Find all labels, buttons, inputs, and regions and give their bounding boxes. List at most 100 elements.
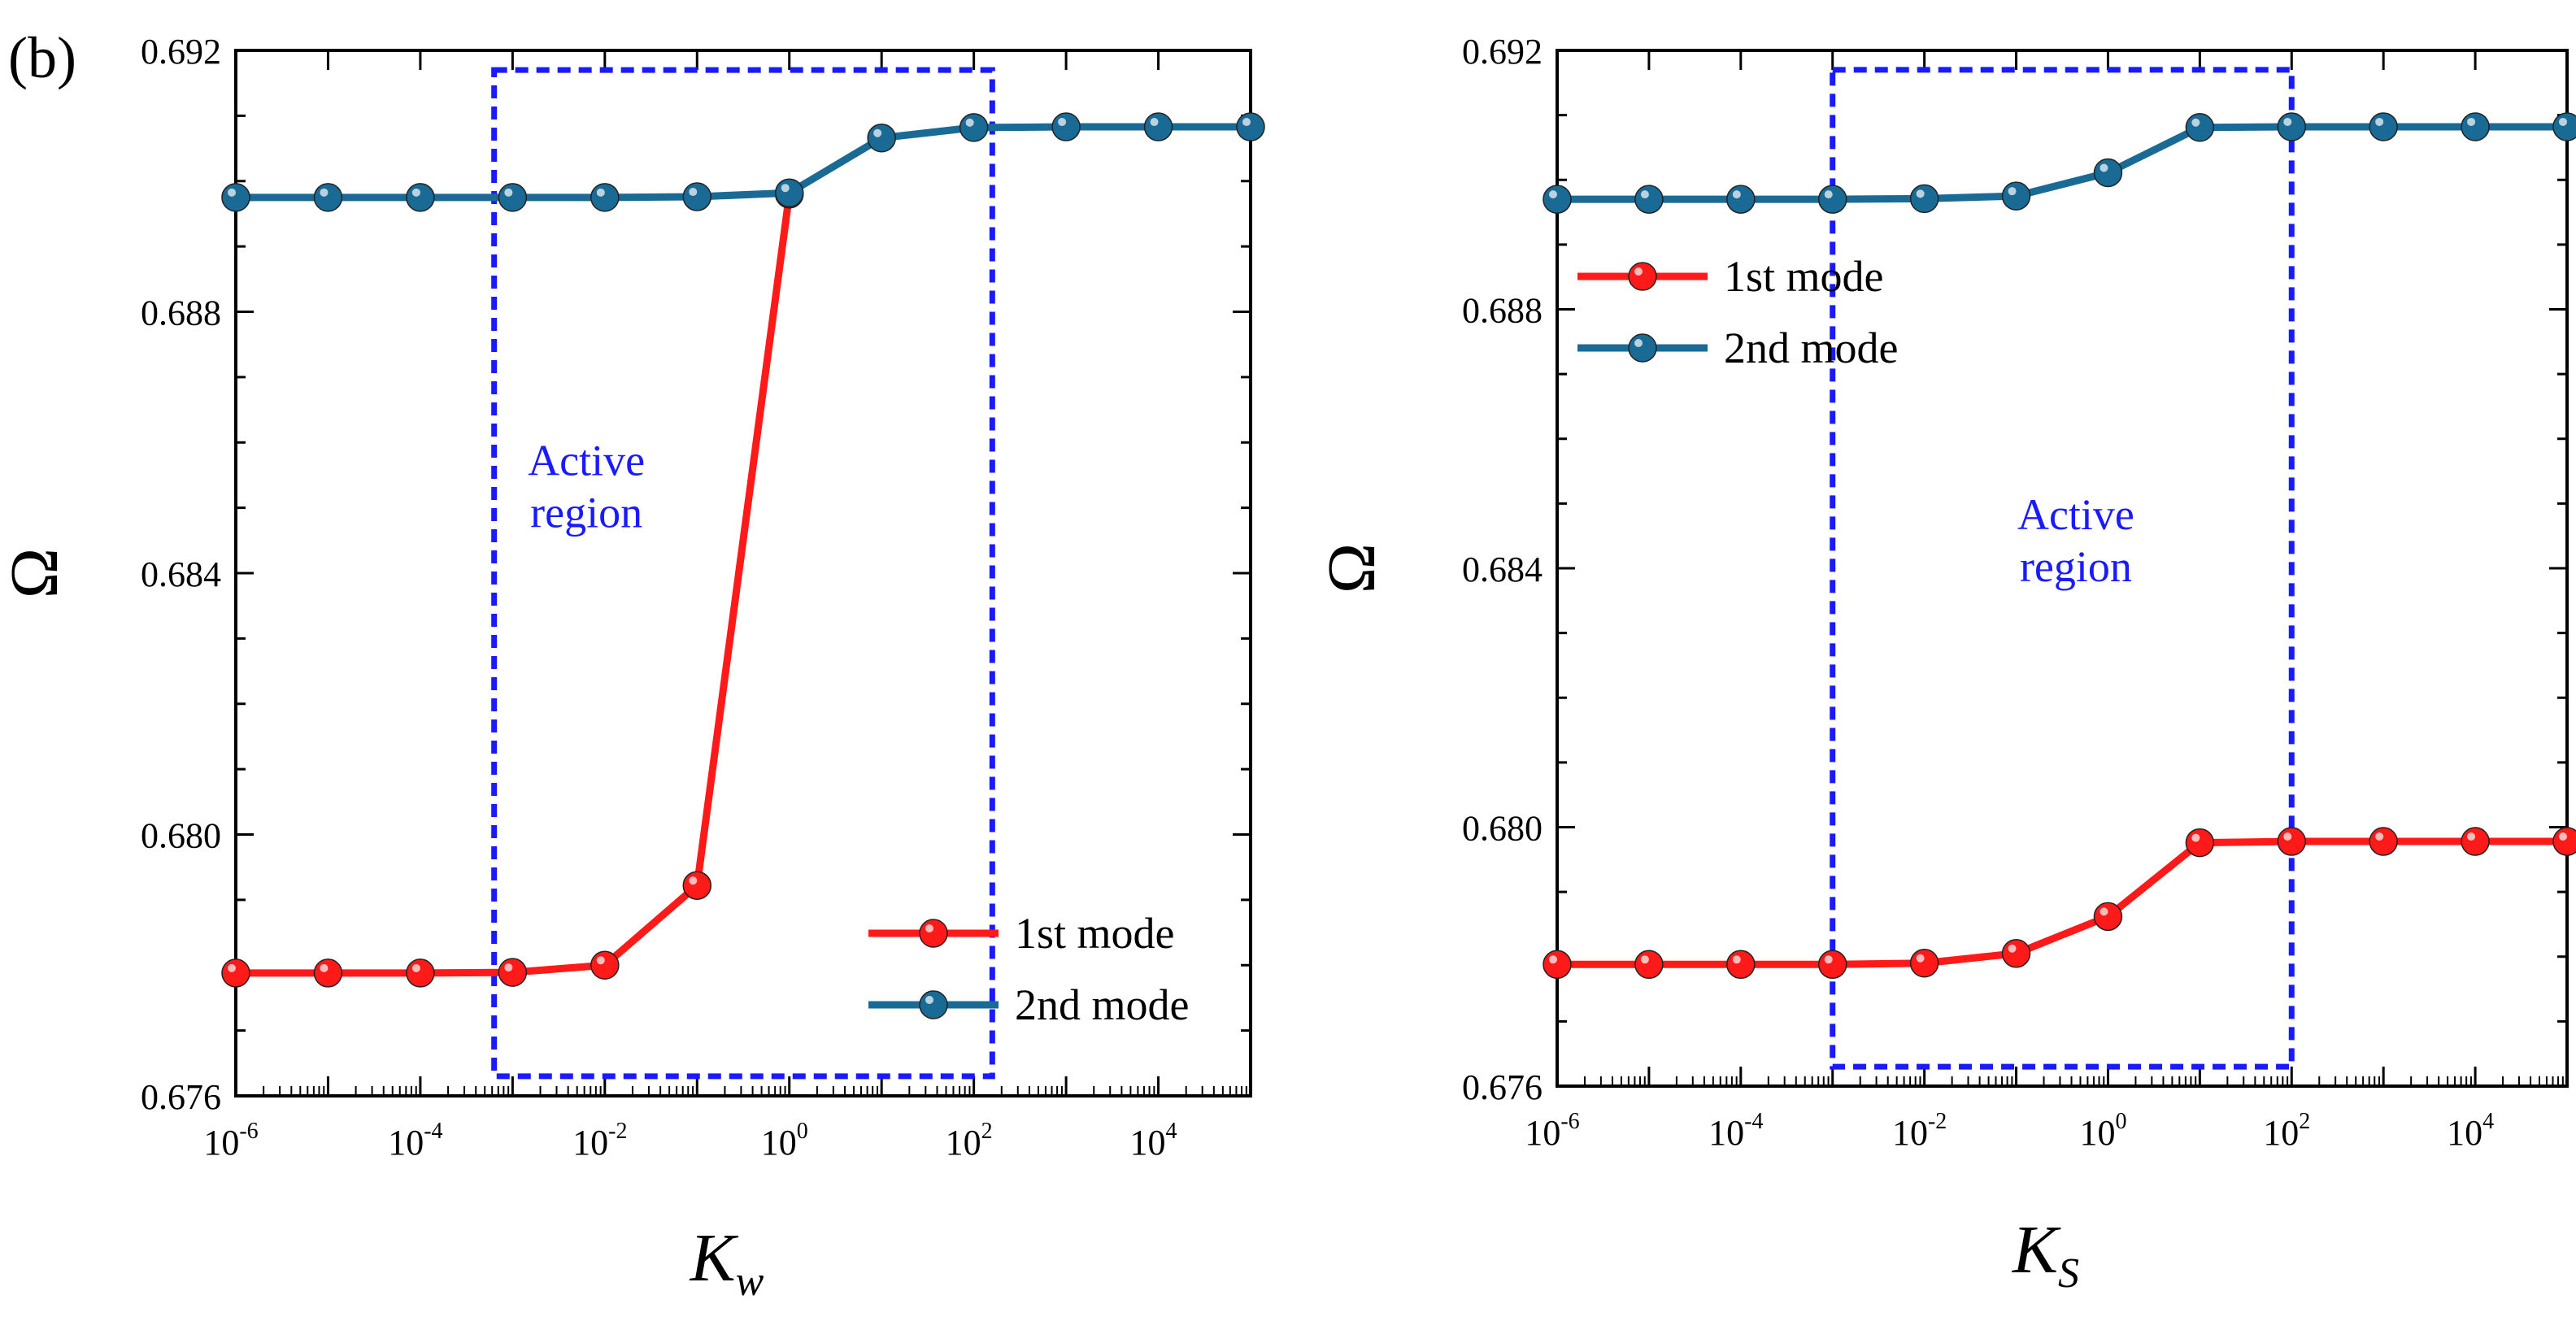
data-point [1543,950,1572,980]
data-point-highlight [1058,118,1067,127]
data-point [1726,185,1756,214]
series-line-1 [1557,837,2567,968]
x-axis-title: Kw [690,1220,764,1305]
x-tick-label: 10-4 [388,1119,442,1163]
data-point [1634,185,1664,214]
data-point-highlight [411,188,420,197]
active-region-label: region [530,488,642,537]
data-point [1543,185,1572,214]
legend-label: 2nd mode [1724,324,1898,372]
data-point [1817,185,1847,214]
legend-marker [1628,333,1657,363]
x-tick-label: 100 [2079,1109,2126,1153]
data-point-highlight [320,963,329,972]
data-point-highlight [2559,117,2567,126]
data-point [1051,112,1081,141]
x-tick-exponent: -4 [424,1119,442,1144]
series-line-1 [236,193,794,977]
x-tick-label: 102 [946,1119,993,1163]
y-tick-label: 0.692 [141,32,221,72]
y-tick-label: 0.688 [141,293,221,333]
x-tick-label: 100 [761,1119,808,1163]
data-point [2277,112,2307,141]
x-axis-title: KS [2012,1212,2079,1297]
x-tick-label: 104 [2447,1109,2494,1153]
y-tick-label: 0.684 [1462,550,1543,589]
data-point [2001,181,2031,211]
y-tick-label: 0.688 [1462,291,1543,331]
x-tick-exponent: 0 [2115,1109,2126,1134]
data-point-highlight [596,188,605,197]
data-point-highlight [228,963,236,972]
data-point-highlight [2191,833,2200,842]
legend-label: 2nd mode [1015,980,1189,1029]
data-point [221,958,250,988]
active-region-label: Active [528,436,645,485]
y-tick-label: 0.680 [1462,809,1543,849]
data-point [498,958,528,987]
data-point-highlight [2283,832,2292,841]
data-point [2552,112,2576,141]
x-axis-title-sub: w [736,1258,764,1305]
data-point-highlight [1549,190,1557,199]
active-region-label: region [2020,542,2132,591]
y-tick-label: 0.692 [1462,32,1543,72]
data-point [498,183,528,212]
panel-label: (b) [8,25,76,90]
data-point [2185,828,2215,858]
data-point [2277,827,2307,856]
data-point [1143,112,1173,141]
x-tick-label: 10-6 [203,1119,258,1163]
data-point-highlight [2467,832,2476,841]
data-point-highlight [1916,954,1925,963]
data-point-highlight [2008,187,2017,196]
data-point-highlight [1150,118,1159,127]
data-point-highlight [411,963,420,972]
data-point-highlight [1824,190,1833,199]
x-tick-label: 10-2 [1892,1109,1947,1153]
x-tick-label: 10-6 [1525,1109,1579,1153]
data-point [774,178,804,207]
data-point-highlight [2375,117,2384,126]
data-point-highlight [2100,163,2108,172]
x-tick-exponent: 4 [2482,1109,2494,1134]
data-point [1726,950,1756,980]
active-region-box [491,67,995,1080]
legend-marker [919,919,948,948]
series-line-2 [1557,123,2567,203]
x-tick-label: 10-2 [572,1119,627,1163]
data-point-highlight [1916,189,1925,198]
x-tick-exponent: 2 [981,1119,993,1144]
data-point-highlight [596,956,605,965]
data-point [1909,948,1939,978]
x-tick-exponent: -6 [1560,1109,1579,1134]
data-point [2093,902,2123,932]
y-axis-title: Ω [0,548,72,598]
x-tick-label: 10-4 [1708,1109,1763,1153]
data-point [2001,939,2031,968]
legend-label: 1st mode [1724,252,1884,301]
legend-marker-highlight [925,924,933,932]
data-point [1909,184,1939,214]
data-point-highlight [320,188,329,197]
x-tick-exponent: 2 [2299,1109,2310,1134]
y-tick-label: 0.676 [141,1077,221,1117]
x-tick-label: 102 [2263,1109,2310,1153]
y-tick-label: 0.684 [141,554,221,594]
data-point [1817,950,1847,980]
data-point [2369,112,2398,141]
data-point-highlight [2559,832,2567,841]
active-region-box [1830,67,2295,1070]
data-point-highlight [965,118,974,127]
legend-marker-highlight [1634,339,1643,347]
data-point-highlight [2191,118,2200,127]
x-tick-exponent: 4 [1166,1119,1177,1144]
chart-ks: 0.676 0.680 0.684 0.688 0.692 10-6 10-4 10-2 100… [1314,32,2576,1297]
data-point [590,950,620,980]
data-point-highlight [689,876,698,885]
x-axis-title-sub: S [2058,1250,2079,1297]
data-point-highlight [1732,955,1741,964]
data-point-highlight [2008,944,2017,953]
x-tick-exponent: -2 [608,1119,627,1144]
